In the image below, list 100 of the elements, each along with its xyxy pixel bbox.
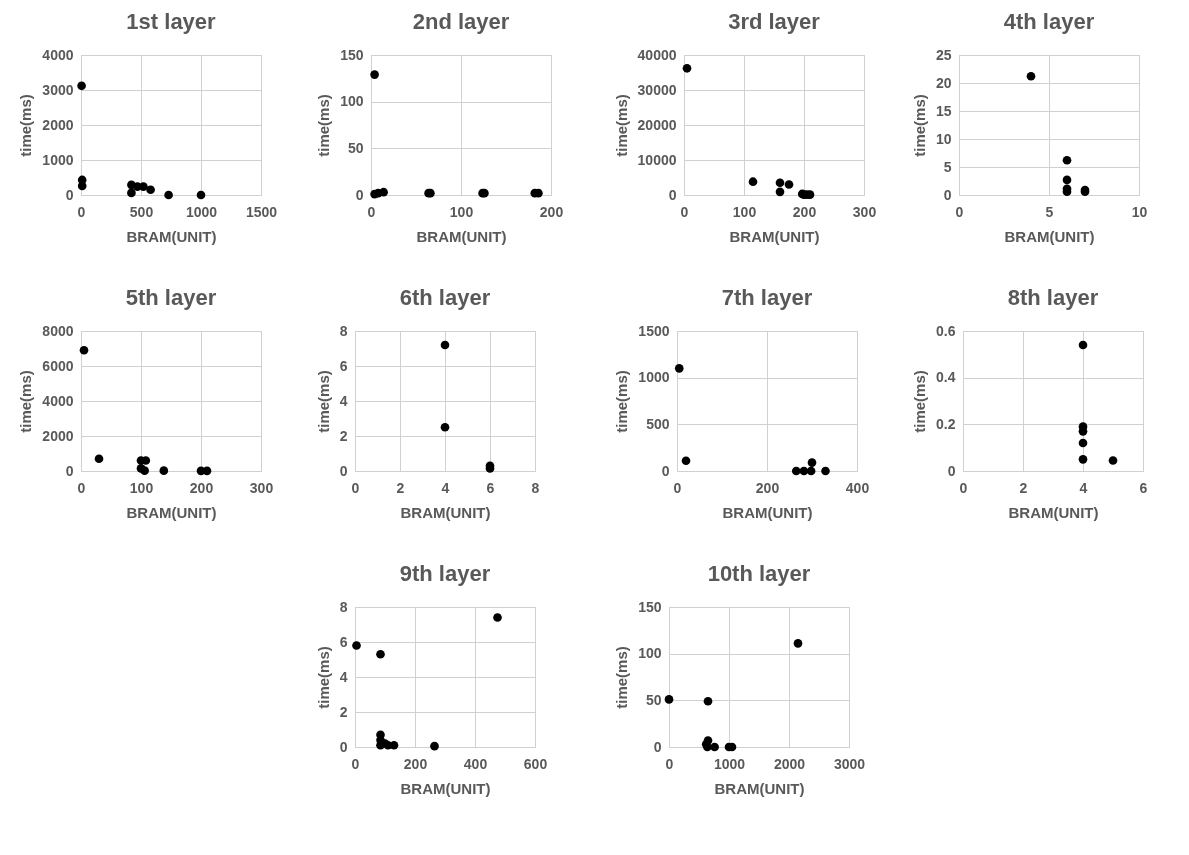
x-tick-label: 300 <box>249 479 273 496</box>
y-axis-title: time(ms) <box>910 94 928 157</box>
x-tick-label: 400 <box>463 755 487 772</box>
y-tick-label: 1000 <box>637 369 670 386</box>
chart-title: 6th layer <box>399 285 491 310</box>
y-axis-title: time(ms) <box>612 646 630 709</box>
x-tick-label: 0 <box>77 479 86 496</box>
x-tick-label: 3000 <box>833 755 865 772</box>
x-tick-label: 1500 <box>245 203 277 220</box>
y-tick-label: 0 <box>947 462 956 479</box>
x-tick-label: 400 <box>845 479 869 496</box>
y-tick-label: 8 <box>339 598 348 615</box>
y-tick-label: 8000 <box>41 322 74 339</box>
y-tick-label: 2 <box>339 703 348 720</box>
x-axis-title: BRAM(UNIT) <box>1004 227 1094 245</box>
y-tick-label: 20 <box>935 74 952 91</box>
x-tick-label: 10 <box>1131 203 1147 220</box>
x-tick-label: 200 <box>755 479 779 496</box>
x-tick-label: 6 <box>486 479 495 496</box>
y-axis-title: time(ms) <box>612 94 630 157</box>
x-axis-title: BRAM(UNIT) <box>729 227 819 245</box>
x-axis-title: BRAM(UNIT) <box>400 503 490 521</box>
y-tick-label: 8 <box>339 322 348 339</box>
y-tick-label: 3000 <box>41 81 74 98</box>
y-tick-label: 0.4 <box>935 369 956 386</box>
y-tick-label: 0 <box>355 186 364 203</box>
y-tick-label: 10 <box>935 130 952 147</box>
y-tick-label: 2 <box>339 427 348 444</box>
y-tick-label: 0 <box>661 462 670 479</box>
x-axis-title: BRAM(UNIT) <box>400 779 490 797</box>
y-axis-title: time(ms) <box>16 370 34 433</box>
y-tick-label: 1000 <box>41 151 74 168</box>
y-axis-title: time(ms) <box>910 370 928 433</box>
x-tick-label: 100 <box>129 479 153 496</box>
y-tick-label: 10000 <box>637 151 677 168</box>
y-tick-label: 2000 <box>41 427 74 444</box>
x-axis-title: BRAM(UNIT) <box>126 227 216 245</box>
y-tick-label: 0 <box>653 738 662 755</box>
y-tick-label: 0 <box>668 186 677 203</box>
y-tick-label: 4000 <box>41 46 74 63</box>
y-tick-label: 0.6 <box>935 322 956 339</box>
x-tick-label: 200 <box>792 203 816 220</box>
x-tick-label: 2 <box>1019 479 1028 496</box>
chart-title: 5th layer <box>125 285 217 310</box>
y-tick-label: 30000 <box>637 81 677 98</box>
y-tick-label: 20000 <box>637 116 677 133</box>
x-tick-label: 5 <box>1045 203 1054 220</box>
x-tick-label: 100 <box>449 203 473 220</box>
x-axis-title: BRAM(UNIT) <box>714 779 804 797</box>
y-tick-label: 6 <box>339 357 348 374</box>
chart-title: 3rd layer <box>727 9 820 34</box>
x-tick-label: 0 <box>367 203 376 220</box>
y-tick-label: 1500 <box>637 322 670 339</box>
y-axis-title: time(ms) <box>612 370 630 433</box>
chart-title: 9th layer <box>399 561 491 586</box>
x-tick-label: 0 <box>680 203 689 220</box>
y-tick-label: 150 <box>637 598 662 615</box>
x-tick-label: 300 <box>852 203 876 220</box>
y-tick-label: 0 <box>339 462 348 479</box>
chart-title: 8th layer <box>1007 285 1099 310</box>
x-tick-label: 2 <box>396 479 405 496</box>
chart-title: 10th layer <box>707 561 811 586</box>
y-tick-label: 6000 <box>41 357 74 374</box>
y-tick-label: 2000 <box>41 116 74 133</box>
x-tick-label: 8 <box>531 479 540 496</box>
y-tick-label: 0 <box>65 462 74 479</box>
x-tick-label: 0 <box>77 203 86 220</box>
y-axis-title: time(ms) <box>314 94 332 157</box>
y-tick-label: 50 <box>347 139 364 156</box>
y-tick-label: 100 <box>339 93 364 110</box>
x-tick-label: 600 <box>523 755 547 772</box>
y-tick-label: 40000 <box>637 46 677 63</box>
y-tick-label: 100 <box>637 645 662 662</box>
chart-title: 1st layer <box>125 9 216 34</box>
chart-title: 4th layer <box>1003 9 1095 34</box>
chart-title: 2nd layer <box>412 9 510 34</box>
chart-title: 7th layer <box>721 285 813 310</box>
y-tick-label: 50 <box>645 691 662 708</box>
y-tick-label: 4000 <box>41 392 74 409</box>
y-tick-label: 6 <box>339 633 348 650</box>
y-tick-label: 0 <box>943 186 952 203</box>
x-tick-label: 4 <box>1079 479 1088 496</box>
y-tick-label: 15 <box>935 102 952 119</box>
x-axis-title: BRAM(UNIT) <box>126 503 216 521</box>
x-axis-title: BRAM(UNIT) <box>722 503 812 521</box>
x-tick-label: 200 <box>403 755 427 772</box>
y-tick-label: 25 <box>935 46 952 63</box>
x-tick-label: 500 <box>129 203 153 220</box>
y-tick-label: 0 <box>65 186 74 203</box>
y-tick-label: 5 <box>943 158 952 175</box>
x-tick-label: 1000 <box>713 755 745 772</box>
y-tick-label: 0.2 <box>935 415 956 432</box>
y-tick-label: 0 <box>339 738 348 755</box>
y-tick-label: 4 <box>339 392 348 409</box>
x-tick-label: 1000 <box>185 203 217 220</box>
y-axis-title: time(ms) <box>314 646 332 709</box>
x-tick-label: 6 <box>1139 479 1148 496</box>
x-tick-label: 200 <box>189 479 213 496</box>
x-axis-title: BRAM(UNIT) <box>1008 503 1098 521</box>
y-axis-title: time(ms) <box>314 370 332 433</box>
